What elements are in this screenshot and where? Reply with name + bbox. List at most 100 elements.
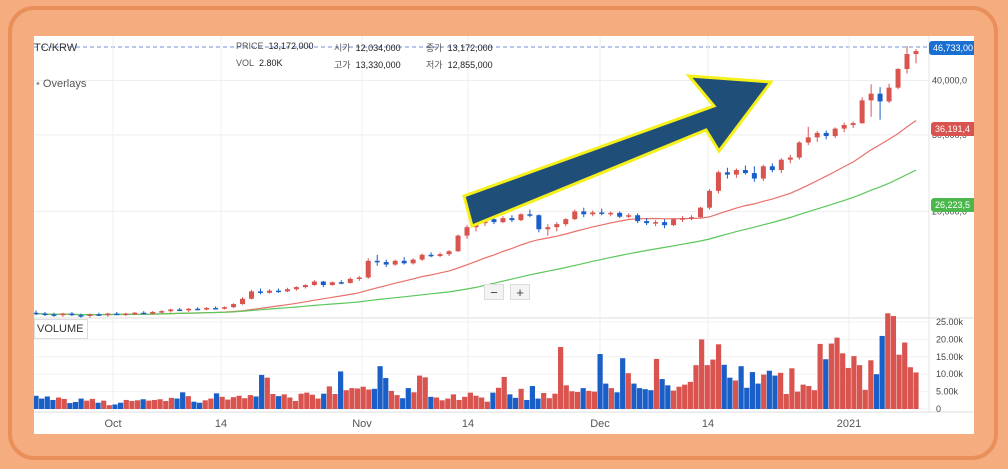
candle-body (689, 217, 695, 219)
candle-body (293, 287, 299, 290)
volume-bar (518, 388, 524, 409)
candle-body (590, 212, 596, 215)
volume-bar (913, 372, 919, 409)
candle-body (428, 254, 434, 257)
volume-bar (636, 388, 643, 409)
volume-bar (180, 392, 186, 409)
candle-body (177, 309, 183, 312)
volume-bar (631, 383, 637, 409)
candle-body (150, 311, 156, 314)
volume-bar (868, 360, 874, 409)
candle-body (886, 87, 892, 102)
volume-bar (800, 384, 806, 409)
volume-bar (873, 374, 880, 409)
volume-bar (653, 358, 660, 409)
candle-body (518, 214, 524, 221)
volume-bar (676, 386, 682, 409)
volume-bar (55, 397, 62, 409)
symbol-label[interactable]: TC/KRW (34, 42, 78, 54)
candle-body (599, 212, 605, 214)
candle-body (814, 132, 820, 138)
candle-body (437, 254, 443, 256)
volume-bar (744, 387, 750, 409)
zoom-out-button[interactable]: − (484, 284, 504, 300)
volume-bar (242, 398, 248, 409)
candle-body (841, 124, 847, 129)
candle-body (671, 219, 677, 226)
candle-body (904, 54, 910, 69)
volume-bar (213, 393, 220, 409)
price-tick-label: 40,000,0 (932, 75, 967, 85)
volume-bar (196, 402, 203, 409)
volume-bar (704, 365, 710, 409)
volume-bar (789, 368, 795, 409)
volume-bar (608, 388, 614, 409)
candle-body (392, 260, 398, 265)
volume-bar (620, 358, 626, 409)
volume-bar (377, 366, 383, 409)
candle-body (257, 291, 263, 293)
candle-body (635, 215, 641, 222)
candle-body (249, 291, 255, 299)
volume-bar (360, 386, 366, 409)
candle-body (284, 289, 290, 292)
candle-body (159, 311, 165, 313)
volume-bar (264, 377, 270, 409)
zoom-in-button[interactable]: + (510, 284, 530, 300)
volume-bar (563, 385, 569, 409)
candle-body (365, 260, 371, 278)
volume-bar (828, 343, 834, 409)
volume-bar (462, 396, 468, 409)
candle-body (823, 132, 829, 137)
volume-bar (146, 400, 152, 409)
chart-svg: 20,000,030,000,040,000,005.00k10.00k15.0… (34, 36, 974, 430)
x-tick-label: 14 (215, 418, 227, 430)
volume-panel-label[interactable]: VOLUME (34, 319, 89, 339)
volume-bar (794, 391, 801, 409)
volume-bar (309, 394, 316, 409)
volume-bar (603, 383, 609, 409)
candle-body (895, 68, 901, 88)
volume-bar (574, 391, 581, 409)
volume-bar (902, 342, 908, 409)
bullet-icon: • (36, 78, 40, 90)
overlays-toggle[interactable]: • Overlays (36, 78, 86, 90)
volume-bar (247, 395, 253, 409)
volume-bar (450, 394, 457, 409)
volume-bar (501, 376, 507, 409)
candle-body (464, 227, 470, 236)
volume-bar (292, 400, 299, 409)
volume-bar (428, 396, 434, 409)
volume-bar (479, 397, 485, 409)
moving-averages (35, 120, 917, 316)
candle-body (87, 314, 93, 316)
candle-body (832, 128, 838, 137)
volume-bar (834, 337, 840, 409)
volume-bar (253, 396, 259, 409)
volume-bar (766, 370, 772, 409)
candle-body (123, 313, 129, 316)
volume-bar (907, 367, 913, 409)
volume-bar (151, 399, 158, 409)
volume-bar (61, 398, 67, 409)
volume-bar (783, 394, 789, 409)
volume-bar (366, 389, 372, 409)
candle-body (240, 298, 246, 305)
volume-bar (761, 374, 767, 409)
candle-body (796, 142, 802, 158)
candle-body (195, 308, 201, 311)
volume-bar (811, 390, 818, 409)
volume-bar (546, 398, 552, 409)
trend-arrow (462, 74, 774, 229)
volume-bar (495, 387, 502, 409)
candle-body (186, 308, 192, 311)
volume-bar (625, 373, 631, 409)
volume-bar (817, 343, 823, 409)
x-tick-label: 14 (462, 418, 474, 430)
candle-body (231, 304, 237, 308)
info-price: PRICE 13,172,000 (236, 41, 314, 51)
candle-body (715, 172, 721, 191)
candle-body (608, 212, 614, 215)
volume-bar (558, 347, 564, 409)
volume-bar (890, 316, 897, 409)
